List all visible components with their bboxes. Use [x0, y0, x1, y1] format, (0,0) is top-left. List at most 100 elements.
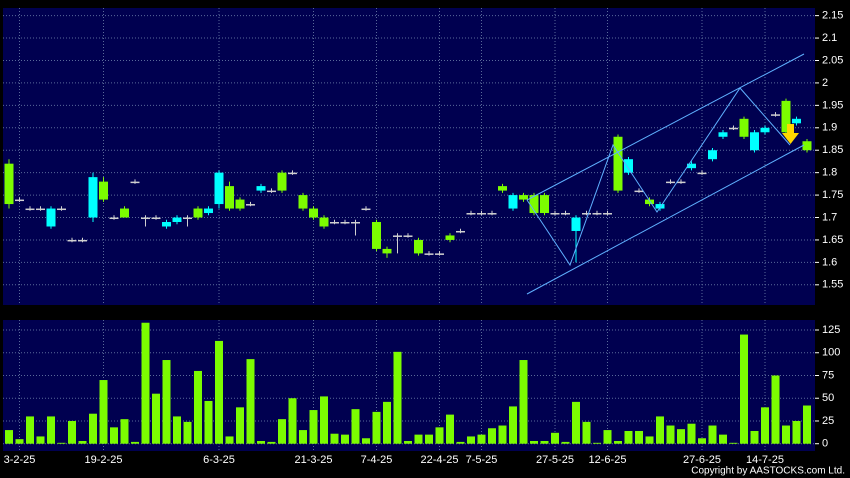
- signal-arrow: [782, 124, 799, 144]
- volume-bar: [624, 430, 633, 444]
- candle-body: [36, 208, 45, 211]
- volume-bar: [467, 436, 475, 444]
- volume-bar: [635, 430, 643, 444]
- candle-body: [256, 186, 266, 191]
- volume-bar: [666, 425, 675, 444]
- candle-body: [288, 172, 297, 175]
- candle-body: [666, 181, 675, 184]
- volume-bar: [141, 322, 150, 444]
- volume-bar: [309, 410, 318, 444]
- volume-bar: [173, 416, 181, 444]
- volume-bar: [131, 441, 139, 444]
- candle-body: [4, 163, 14, 205]
- candle-body: [760, 127, 770, 133]
- candle-body: [592, 213, 602, 215]
- candle-body: [477, 213, 486, 215]
- candle-body: [802, 141, 812, 151]
- candle-body: [729, 127, 738, 130]
- volume-bar: [761, 407, 769, 444]
- volume-bar: [771, 375, 780, 444]
- candle-body: [193, 208, 203, 218]
- y-tick-label: 1.8: [822, 167, 837, 179]
- candle-body: [634, 190, 644, 193]
- volume-bar: [561, 441, 570, 444]
- candle-body: [697, 172, 707, 175]
- y-tick-label: 1.6: [822, 256, 837, 268]
- channel-lower: [526, 144, 805, 295]
- volume-bar: [68, 420, 76, 444]
- candle-body: [445, 235, 455, 240]
- candle-body: [508, 195, 518, 209]
- volume-bar: [36, 436, 45, 444]
- candle-body: [67, 239, 77, 242]
- y-tick-label: 25: [822, 415, 834, 427]
- volume-bar: [551, 432, 559, 444]
- candle-body: [655, 204, 665, 209]
- volume-bar: [351, 409, 360, 444]
- candle-body: [781, 100, 791, 133]
- candle-body: [120, 208, 129, 218]
- candle-body: [88, 177, 98, 218]
- volume-bar: [236, 407, 244, 444]
- volume-bar: [509, 406, 517, 444]
- candle-body: [372, 222, 381, 249]
- candle-body: [246, 204, 255, 206]
- volume-bar: [299, 430, 307, 444]
- volume-bar: [593, 442, 601, 444]
- volume-bar: [404, 440, 412, 444]
- volume-bar: [740, 334, 748, 444]
- candle-body: [550, 213, 560, 215]
- candle-body: [571, 217, 581, 231]
- y-tick-label: 2.05: [822, 54, 843, 66]
- candle-body: [172, 217, 182, 223]
- x-tick-label: 12-6-25: [589, 454, 627, 466]
- volume-bar: [330, 433, 339, 444]
- candle-body: [718, 132, 728, 137]
- trend-lines: [526, 53, 805, 295]
- volume-bar: [383, 401, 391, 444]
- candle-body: [498, 186, 507, 191]
- candle-body: [771, 114, 780, 116]
- candle-body: [676, 181, 686, 184]
- x-tick-label: 6-3-25: [203, 454, 235, 466]
- x-tick-label: 19-2-25: [85, 454, 123, 466]
- candle-body: [141, 217, 150, 220]
- candle-body: [298, 195, 308, 209]
- arrow-shaft: [787, 124, 794, 134]
- volume-bar: [446, 414, 454, 444]
- y-tick-label: 1.65: [822, 234, 843, 246]
- zigzag: [526, 87, 791, 267]
- volume-bar: [572, 401, 580, 444]
- candle-body: [456, 230, 465, 233]
- candle-body: [393, 235, 402, 237]
- volume-bar: [57, 442, 66, 444]
- x-tick-label: 14-7-25: [746, 454, 784, 466]
- y-tick-label: 1.7: [822, 211, 837, 223]
- candle-body: [540, 195, 549, 214]
- x-tick-label: 27-5-25: [536, 454, 574, 466]
- volume-bar: [803, 405, 811, 444]
- plot-layer: 1.55 1.6 1.65 1.7 1.75 1.8 1.85 1.9 1.95 2 2.05 2.1…: [3, 8, 843, 466]
- volume-bar: [47, 416, 55, 444]
- volume-bar: [246, 359, 255, 444]
- candle-body: [403, 235, 413, 237]
- volume-bar: [488, 428, 496, 444]
- volume-bar: [687, 423, 696, 444]
- volume-bar: [792, 420, 801, 444]
- candle-body: [130, 181, 140, 184]
- candle-body: [46, 208, 56, 227]
- candle-body: [309, 208, 318, 218]
- volume-bar: [498, 425, 507, 444]
- candle-body: [15, 199, 24, 202]
- volume-bar: [393, 351, 402, 444]
- volume-bar: [5, 430, 13, 444]
- candle-body: [529, 195, 539, 214]
- volume-bar: [456, 441, 465, 444]
- y-tick-label: 1.9: [822, 122, 837, 134]
- volume-bar: [288, 398, 297, 444]
- volume-bar: [582, 421, 591, 444]
- y-tick-label: 2: [822, 77, 828, 89]
- volume-bar: [267, 441, 276, 444]
- x-tick-label: 7-5-25: [466, 454, 498, 466]
- candle-body: [739, 118, 749, 137]
